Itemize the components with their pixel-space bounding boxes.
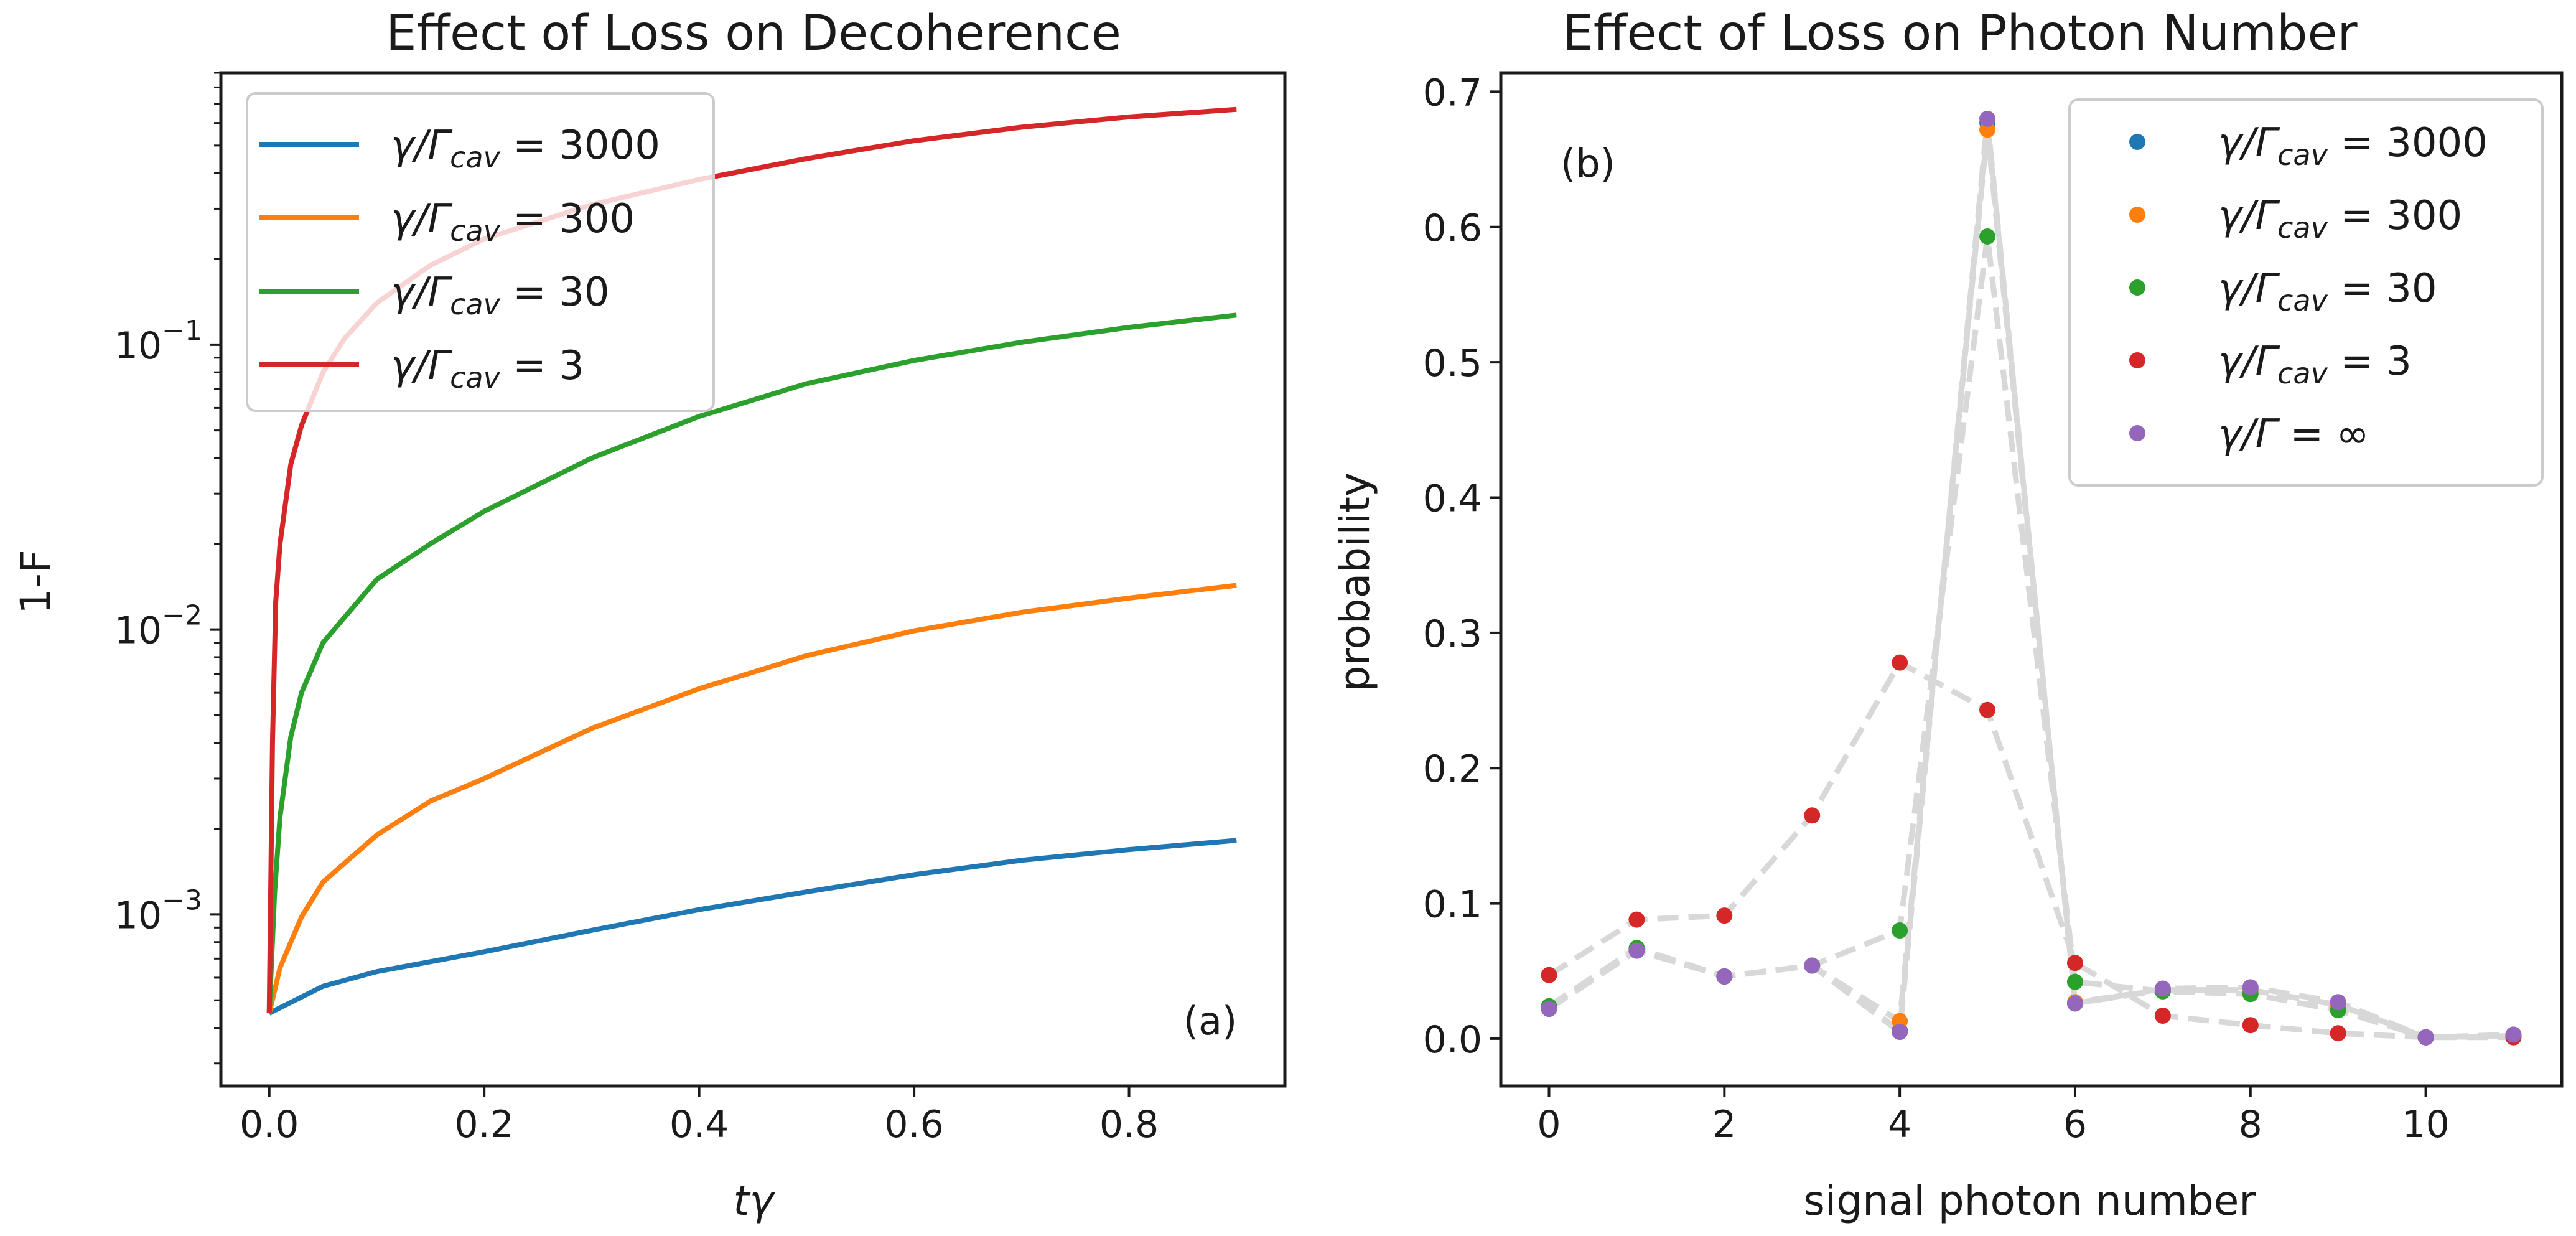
panel-a-x-tick-label: 0.2 — [454, 1103, 513, 1146]
panel-b-data-point — [1979, 701, 1996, 718]
panel-b-x-tick-label: 0 — [1537, 1103, 1561, 1146]
panel-b-y-tick-label: 0.5 — [1423, 342, 1482, 385]
panel-b-data-point — [1716, 968, 1733, 985]
panel-a-frame — [219, 71, 1287, 1088]
panel-b-legend-label: γ/Γcav = 30 — [2218, 266, 2437, 317]
panel-a-legend-label: γ/Γcav = 3000 — [391, 123, 660, 174]
panel-a-y-tick-label: 10−3 — [114, 884, 202, 937]
panel-a-x-tick-label: 0.0 — [240, 1103, 299, 1146]
panel-b-data-point — [1541, 967, 1557, 983]
panel-b-data-point — [1804, 807, 1821, 824]
panel-a-title: Effect of Loss on Decoherence — [386, 6, 1121, 62]
panel-b-data-point — [1804, 957, 1821, 974]
panel-b-legend: γ/Γcav = 3000 γ/Γcav = 300 γ/Γcav = 30 γ/Γc… — [2068, 98, 2544, 487]
panel-b-frame — [1499, 71, 2564, 1088]
panel-b-legend-marker — [2129, 279, 2145, 296]
panel-b-connector-line — [1547, 660, 2514, 1041]
panel-b-legend-label: γ/Γ = ∞ — [2218, 411, 2369, 457]
panel-b-data-point — [2066, 995, 2083, 1012]
panel-b-x-tick-label: 8 — [2239, 1103, 2262, 1146]
panel-b-tag: (b) — [1561, 141, 1615, 186]
panel-b-x-axis-label: signal photon number — [1804, 1177, 2257, 1225]
panel-b-x-tick-label: 4 — [1888, 1103, 1911, 1146]
panel-b-data-point — [2066, 955, 2083, 971]
panel-b-data-point — [2066, 973, 2083, 990]
panel-a-legend-label: γ/Γcav = 30 — [391, 269, 610, 321]
panel-b-data-point — [2154, 1007, 2171, 1024]
panel-b-legend-label: γ/Γcav = 3000 — [2218, 120, 2488, 172]
panel-a-x-axis-label: tγ — [734, 1177, 776, 1225]
panel-b-data-point — [1979, 110, 1996, 127]
panel-b-y-tick-label: 0.2 — [1423, 747, 1482, 791]
panel-a-y-tick-label: 10−2 — [114, 600, 202, 653]
panel-b-data-point — [1716, 907, 1733, 924]
panel-b-y-tick-label: 0.4 — [1423, 477, 1482, 520]
panel-b-y-tick-label: 0.3 — [1423, 612, 1482, 656]
panel-a-y-tick-label: 10−1 — [114, 315, 202, 368]
panel-b-data-point — [2242, 979, 2259, 996]
panel-b-points — [1541, 110, 2522, 1046]
panel-b-legend-marker — [2129, 425, 2145, 441]
panel-a-y-axis-label: 1-F — [12, 550, 60, 614]
panel-b-data-point — [1892, 654, 1908, 671]
panel-b-legend-box — [2068, 98, 2544, 487]
panel-a-x-tick-label: 0.6 — [884, 1103, 943, 1146]
panel-b-data-point — [2417, 1029, 2434, 1046]
panel-b-data-point — [1628, 911, 1645, 928]
panel-b-photon-number-chart: Effect of Loss on Photon Number 0 2 4 6 8 100… — [1331, 6, 2564, 1225]
panel-b-data-point — [2154, 980, 2171, 997]
panel-b-y-axis-label: probability — [1331, 472, 1379, 691]
panel-a-axes: 0.0 0.2 0.4 0.6 0.8 10−3 10−2 10−1 — [114, 72, 1159, 1146]
panel-b-data-point — [2242, 1017, 2259, 1034]
panel-b-legend-marker — [2129, 207, 2145, 223]
panel-b-x-tick-label: 10 — [2402, 1103, 2449, 1146]
panel-a-decoherence-chart: Effect of Loss on Decoherence 0.0 0.2 0.4 0… — [12, 6, 1287, 1225]
panel-b-data-point — [1628, 942, 1645, 959]
panel-a-legend-label: γ/Γcav = 300 — [391, 196, 635, 248]
panel-b-x-tick-label: 2 — [1712, 1103, 1736, 1146]
panel-b-data-point — [1979, 228, 1996, 245]
panel-a-x-tick-label: 0.8 — [1099, 1103, 1159, 1146]
panel-b-legend-label: γ/Γcav = 3 — [2218, 339, 2412, 390]
panel-b-y-tick-label: 0.1 — [1423, 883, 1482, 927]
panel-b-y-tick-label: 0.7 — [1423, 71, 1482, 115]
panel-b-title: Effect of Loss on Photon Number — [1562, 6, 2358, 62]
panel-b-data-point — [1541, 1001, 1557, 1018]
panel-b-data-point — [2330, 994, 2346, 1011]
panel-b-x-tick-label: 6 — [2063, 1103, 2087, 1146]
panel-b-legend-marker — [2129, 352, 2145, 368]
panel-a-series-line — [266, 312, 1237, 1014]
panel-b-data-point — [1892, 1024, 1908, 1041]
panel-b-data-point — [2505, 1026, 2522, 1043]
panel-a-legend-box — [246, 92, 715, 412]
panel-a-series-line — [268, 838, 1237, 1016]
panel-b-data-point — [2330, 1025, 2346, 1042]
panel-b-legend-label: γ/Γcav = 300 — [2218, 193, 2462, 245]
panel-b-legend-marker — [2129, 134, 2145, 150]
panel-b-y-tick-label: 0.6 — [1423, 207, 1482, 250]
panel-b-connectors — [1547, 116, 2514, 1041]
panel-a-series-line — [266, 583, 1237, 1014]
panel-a-x-tick-label: 0.4 — [670, 1103, 729, 1146]
panel-a-legend-label: γ/Γcav = 3 — [391, 343, 584, 395]
panel-a-legend: γ/Γcav = 3000 γ/Γcav = 300 γ/Γcav = 30 γ/Γc… — [246, 92, 715, 412]
panel-b-data-point — [1892, 922, 1908, 939]
panel-a-tag: (a) — [1183, 998, 1237, 1044]
panel-b-y-tick-label: 0.0 — [1423, 1018, 1482, 1062]
panel-b-axes: 0 2 4 6 8 10 0.0 0.1 0.2 0.3 0.4 0.5 0.6 0.7 — [1423, 71, 2450, 1146]
panel-b-connector-line — [1547, 116, 2514, 1041]
